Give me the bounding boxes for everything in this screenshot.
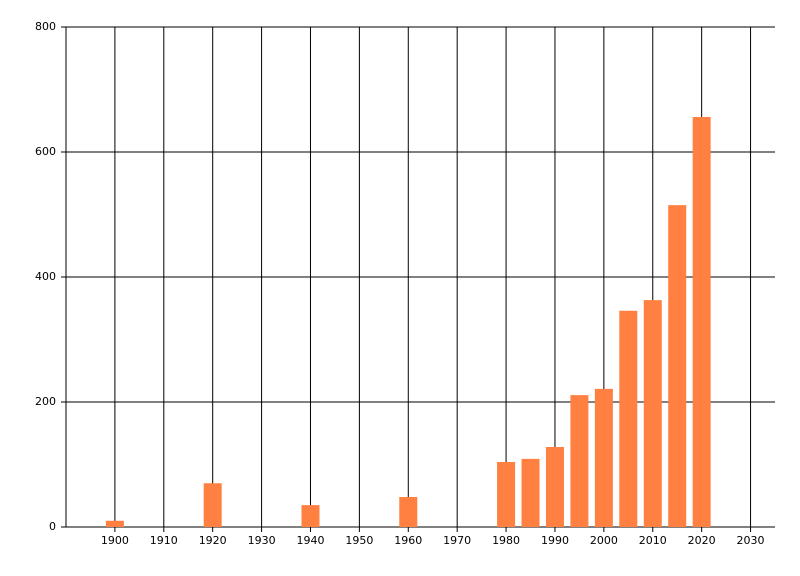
y-tick-label: 400 — [35, 270, 56, 283]
y-tick-label: 600 — [35, 145, 56, 158]
bar — [105, 520, 124, 527]
bar — [643, 300, 662, 527]
x-tick-label: 1960 — [394, 534, 422, 547]
x-tick-label: 2020 — [688, 534, 716, 547]
y-tick-label: 0 — [49, 520, 56, 533]
x-tick-label: 1980 — [492, 534, 520, 547]
x-tick-label: 2010 — [639, 534, 667, 547]
x-tick-label: 1900 — [101, 534, 129, 547]
x-tick-label: 2030 — [737, 534, 765, 547]
bar — [203, 483, 222, 527]
x-tick-label: 1940 — [296, 534, 324, 547]
bar — [545, 447, 564, 527]
bar — [570, 395, 589, 527]
bar — [399, 497, 418, 527]
y-tick-label: 800 — [35, 20, 56, 33]
x-tick-label: 1970 — [443, 534, 471, 547]
x-tick-label: 1930 — [248, 534, 276, 547]
x-tick-label: 2000 — [590, 534, 618, 547]
bar — [521, 458, 540, 527]
bar — [594, 388, 613, 527]
bar — [668, 205, 687, 527]
bar — [692, 117, 711, 527]
x-tick-label: 1920 — [199, 534, 227, 547]
y-tick-label: 200 — [35, 395, 56, 408]
bar — [619, 310, 638, 527]
bar — [497, 462, 516, 527]
bar — [301, 505, 320, 527]
x-tick-label: 1910 — [150, 534, 178, 547]
x-tick-label: 1950 — [345, 534, 373, 547]
x-tick-label: 1990 — [541, 534, 569, 547]
